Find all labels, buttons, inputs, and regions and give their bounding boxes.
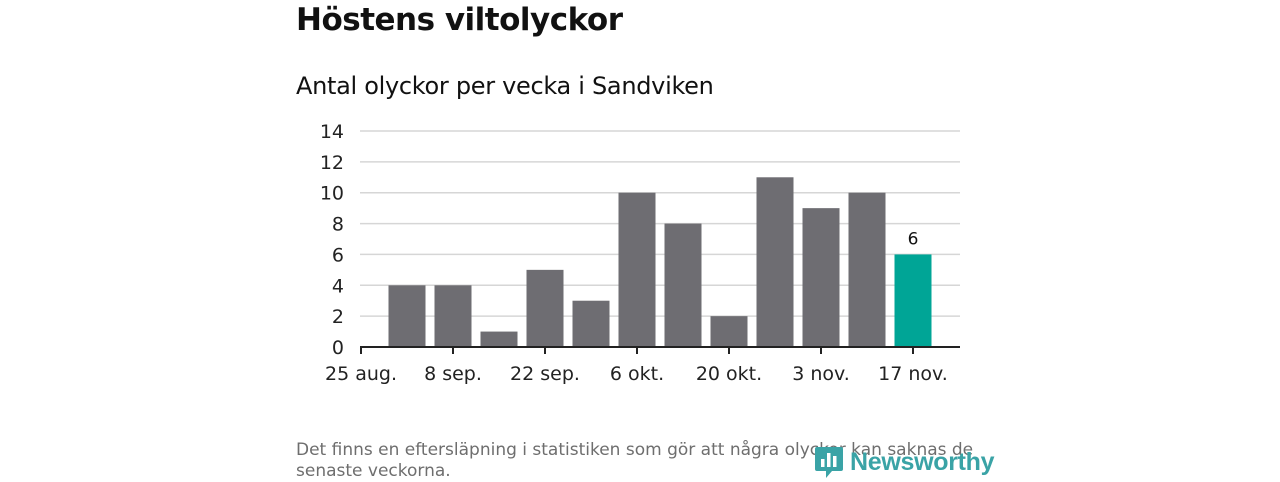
bar <box>664 223 702 347</box>
y-tick-label: 0 <box>332 337 344 359</box>
y-tick-label: 6 <box>332 244 344 266</box>
x-tick-label: 25 aug. <box>325 363 397 385</box>
footnote: Det finns en eftersläpning i statistiken… <box>296 440 974 481</box>
bar <box>802 208 840 347</box>
bar <box>480 331 518 347</box>
bar <box>388 285 426 347</box>
y-tick-label: 10 <box>320 183 344 205</box>
bar <box>756 177 794 347</box>
bar <box>848 192 886 347</box>
y-tick-label: 8 <box>332 214 344 236</box>
data-label: 6 <box>908 229 919 249</box>
x-tick-label: 20 okt. <box>696 363 762 385</box>
y-tick-label: 4 <box>332 275 344 297</box>
bar-highlight <box>894 254 932 347</box>
newsworthy-logo-text: Newsworthy <box>850 447 995 476</box>
x-tick-label: 3 nov. <box>792 363 850 385</box>
bar <box>572 300 610 347</box>
bar-chart: 0 2 4 6 8 10 12 14 6 25 aug. 8 sep. 22 sep. 6 okt. 20… <box>320 121 960 385</box>
y-tick-label: 14 <box>320 121 344 143</box>
x-tick-label: 6 okt. <box>610 363 664 385</box>
y-tick-label: 2 <box>332 306 344 328</box>
newsworthy-logo: Newsworthy <box>814 444 995 480</box>
bar <box>618 192 656 347</box>
chart-subtitle: Antal olyckor per vecka i Sandviken <box>296 72 714 100</box>
x-tick-label: 17 nov. <box>878 363 948 385</box>
bar <box>526 269 564 347</box>
x-tick-label: 8 sep. <box>424 363 482 385</box>
newsworthy-logo-icon <box>815 447 843 478</box>
x-tick-label: 22 sep. <box>510 363 580 385</box>
bar <box>434 285 472 347</box>
bar <box>710 316 748 347</box>
y-tick-label: 12 <box>320 152 344 174</box>
chart-title: Höstens viltolyckor <box>296 2 623 38</box>
